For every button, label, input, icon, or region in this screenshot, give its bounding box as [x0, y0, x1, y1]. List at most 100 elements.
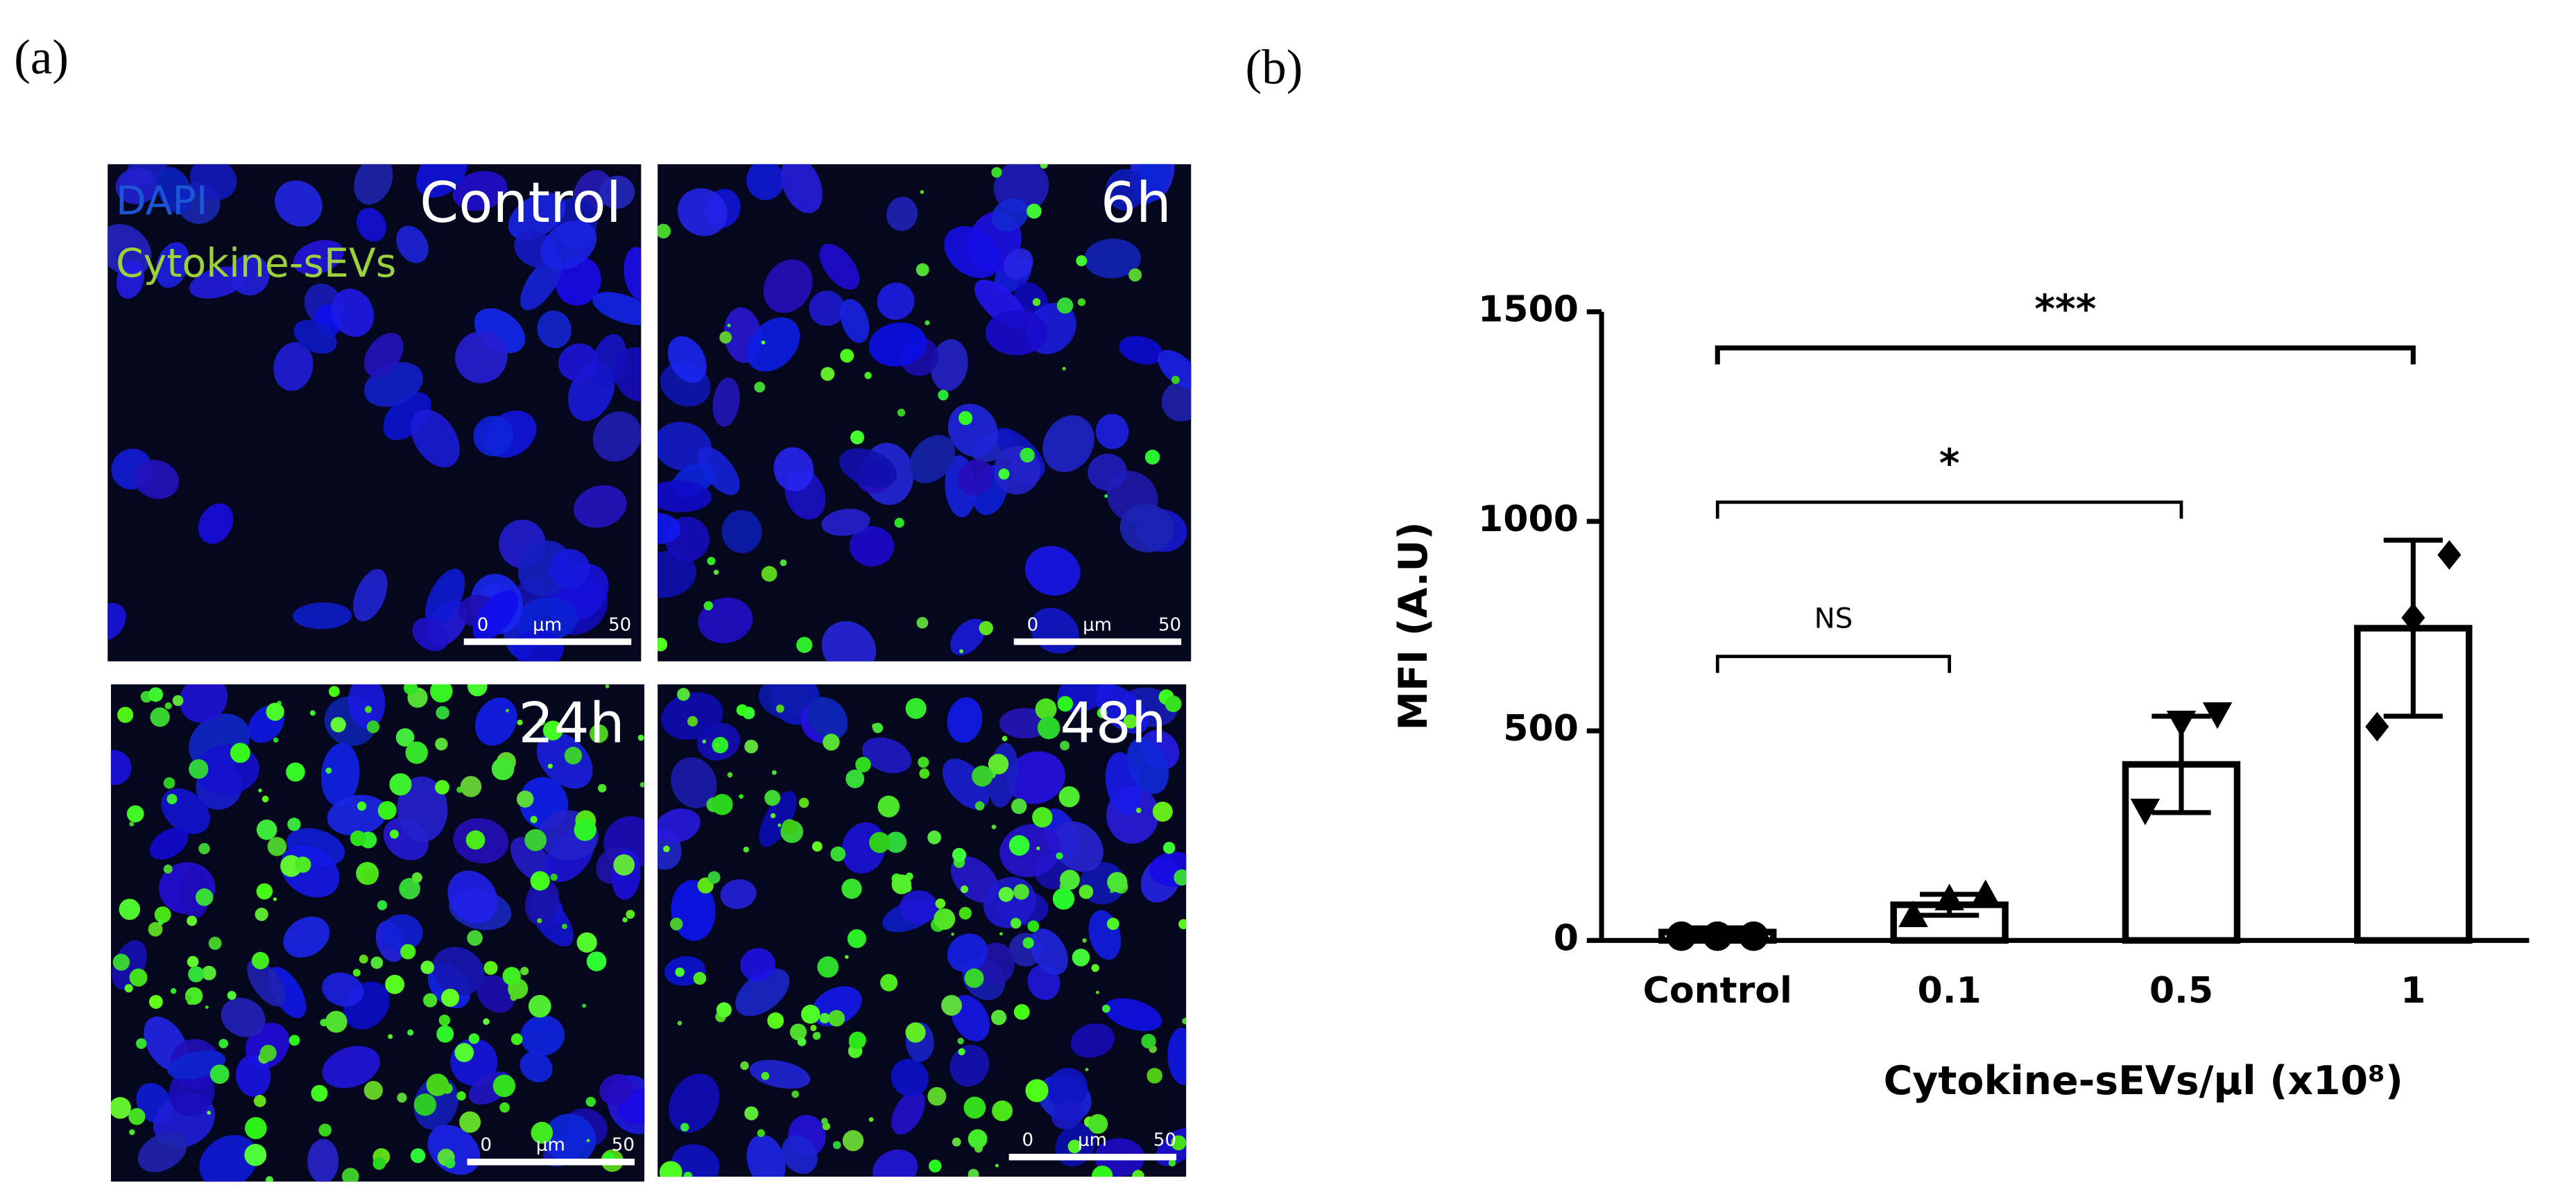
- nucleus: [1052, 821, 1104, 872]
- vesicle: [410, 1148, 426, 1163]
- vesicle: [505, 709, 510, 713]
- vesicle: [172, 695, 184, 707]
- vesicle: [564, 747, 583, 765]
- nucleus: [877, 282, 915, 320]
- vesicle: [927, 1087, 947, 1106]
- vesicle: [411, 872, 422, 883]
- nucleus: [431, 946, 485, 996]
- vesicle: [840, 349, 855, 363]
- data-point: [2202, 702, 2233, 729]
- nucleus: [110, 750, 132, 786]
- vesicle: [935, 898, 946, 909]
- nucleus: [758, 684, 814, 720]
- vesicle: [341, 1168, 359, 1182]
- vesicle: [538, 718, 546, 726]
- nucleus: [763, 259, 813, 313]
- vesicle: [400, 944, 416, 960]
- vesicle: [110, 1097, 131, 1119]
- vesicle: [389, 829, 399, 839]
- vesicle: [675, 967, 685, 977]
- vesicle: [727, 323, 731, 327]
- vesicle: [259, 1044, 277, 1062]
- nucleus: [293, 320, 337, 354]
- nucleus: [320, 743, 360, 806]
- nucleus: [1042, 415, 1094, 472]
- nucleus: [189, 266, 247, 299]
- vesicle: [712, 736, 729, 754]
- vesicle: [991, 824, 997, 829]
- nucleus: [198, 503, 234, 544]
- vesicle: [626, 910, 635, 919]
- nucleus: [573, 485, 627, 528]
- nucleus: [293, 602, 352, 630]
- data-point: [2401, 603, 2425, 633]
- nucleus: [236, 1055, 271, 1097]
- vesicle: [1168, 1159, 1176, 1167]
- vesicle: [1056, 297, 1074, 314]
- x-tick-label: 0.1: [1917, 970, 1981, 1012]
- nucleus: [720, 879, 757, 909]
- vesicle: [154, 906, 171, 924]
- nucleus: [331, 288, 375, 337]
- vesicle: [402, 888, 406, 892]
- vesicle: [388, 1034, 393, 1039]
- nucleus: [958, 459, 993, 496]
- vesicle: [855, 756, 871, 772]
- nucleus: [658, 808, 701, 843]
- vesicle: [920, 190, 924, 194]
- micrograph: 0 μm 50 48h: [658, 684, 1187, 1177]
- vesicle: [821, 1118, 828, 1125]
- nucleus: [549, 548, 590, 589]
- vesicle: [585, 1096, 596, 1107]
- vesicle: [1052, 888, 1075, 910]
- nucleus: [712, 377, 740, 427]
- image-label: 24h: [518, 691, 624, 756]
- vesicle: [817, 956, 839, 978]
- vesicle: [218, 1039, 229, 1048]
- data-point: [2166, 710, 2197, 738]
- vesicle: [707, 557, 716, 566]
- vesicle: [187, 955, 199, 968]
- vesicle: [436, 1025, 454, 1043]
- vesicle: [1058, 786, 1080, 808]
- vesicle: [605, 684, 610, 689]
- vesicle: [1141, 1033, 1156, 1049]
- data-point: [1898, 900, 1928, 928]
- vesicle: [467, 684, 488, 697]
- vesicle: [266, 702, 284, 721]
- vesicle: [663, 845, 670, 853]
- nucleus: [930, 339, 968, 392]
- vesicle: [658, 223, 671, 239]
- vesicle: [148, 995, 163, 1009]
- nucleus: [746, 164, 784, 200]
- vesicle: [547, 763, 553, 769]
- nucleus: [520, 1015, 565, 1056]
- vesicle: [574, 818, 596, 841]
- vesicle: [796, 637, 813, 653]
- vesicle: [842, 1130, 864, 1152]
- vesicle: [1067, 1139, 1082, 1154]
- vesicle: [919, 768, 930, 779]
- nucleus: [839, 448, 898, 488]
- scale-bar-label: 0: [480, 1135, 492, 1156]
- nucleus: [1106, 168, 1146, 211]
- significance-bracket: [1715, 500, 2183, 519]
- vesicle: [491, 757, 515, 781]
- vesicle: [707, 871, 721, 884]
- vesicle: [789, 1023, 807, 1041]
- nucleus: [1119, 503, 1174, 553]
- vesicle: [958, 1048, 965, 1055]
- nucleus: [592, 292, 642, 326]
- vesicle: [1062, 367, 1066, 371]
- vesicle: [404, 684, 418, 695]
- nucleus: [697, 447, 740, 495]
- nucleus: [180, 868, 210, 919]
- vesicle: [927, 830, 942, 845]
- nucleus: [357, 207, 386, 242]
- vesicle: [1056, 852, 1063, 860]
- vesicle: [377, 900, 388, 910]
- nucleus: [658, 512, 681, 544]
- nucleus: [540, 220, 597, 270]
- nucleus: [873, 1149, 918, 1177]
- vesicle: [938, 390, 949, 401]
